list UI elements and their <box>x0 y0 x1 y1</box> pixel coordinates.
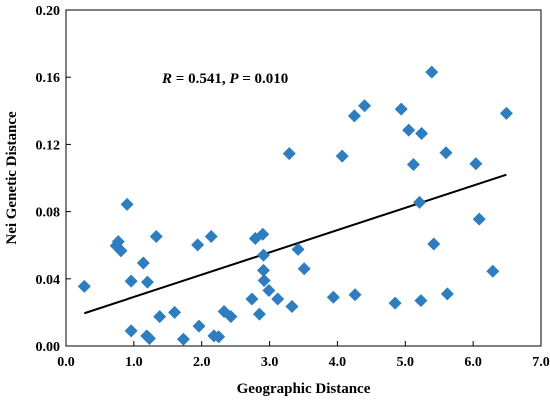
x-axis: 0.0 1.0 2.0 3.0 4.0 5.0 6.0 7.0 <box>57 341 550 370</box>
annotation-text: R = 0.541, P = 0.010 <box>161 71 288 87</box>
annotation-p-value: = 0.010 <box>239 71 289 87</box>
x-axis-title: Geographic Distance <box>237 381 371 397</box>
data-point <box>257 273 271 287</box>
data-points <box>77 65 513 346</box>
data-point <box>256 248 270 262</box>
x-tick-label: 3.0 <box>261 355 279 370</box>
data-point <box>425 65 439 79</box>
trendline <box>84 173 507 315</box>
data-point <box>149 229 163 243</box>
annotation-p-symbol: P <box>229 71 239 87</box>
y-tick-label: 0.20 <box>36 4 61 19</box>
x-tick-label: 6.0 <box>464 355 482 370</box>
data-point <box>297 262 311 276</box>
data-point <box>347 109 361 123</box>
data-point <box>439 146 453 160</box>
data-point <box>245 292 259 306</box>
annotation-r-value: = 0.541, <box>172 71 229 87</box>
y-tick-label: 0.12 <box>36 138 61 153</box>
data-point <box>326 290 340 304</box>
data-point <box>136 256 150 270</box>
data-point <box>153 310 167 324</box>
data-point <box>191 238 205 252</box>
data-point <box>192 319 206 333</box>
data-point <box>224 310 238 324</box>
data-point <box>413 195 427 209</box>
x-tick-label: 1.0 <box>125 355 143 370</box>
y-tick-label: 0.16 <box>36 71 61 86</box>
plot-frame <box>65 9 542 347</box>
data-point <box>402 123 416 137</box>
data-point <box>282 147 296 161</box>
data-point <box>142 331 156 345</box>
data-point <box>256 227 270 241</box>
data-point <box>256 263 270 277</box>
trendline-layer <box>84 173 507 315</box>
data-point <box>469 157 483 171</box>
y-tick-label: 0.04 <box>36 273 61 288</box>
y-axis: 0.00 0.04 0.08 0.12 0.16 0.20 <box>36 4 71 355</box>
data-point <box>212 330 226 344</box>
y-tick-label: 0.08 <box>36 206 61 221</box>
x-tick-label: 4.0 <box>329 355 347 370</box>
data-point <box>291 242 305 256</box>
data-point <box>204 229 218 243</box>
data-point <box>262 284 276 298</box>
data-point <box>414 294 428 308</box>
x-tick-label: 7.0 <box>532 355 550 370</box>
data-point <box>388 296 402 310</box>
data-point <box>499 106 513 120</box>
x-tick-label: 5.0 <box>397 355 415 370</box>
x-tick-label: 0.0 <box>57 355 75 370</box>
data-point <box>176 332 190 346</box>
data-point <box>140 275 154 289</box>
data-point <box>394 102 408 116</box>
data-point <box>77 279 91 293</box>
data-point <box>252 307 266 321</box>
data-point <box>406 158 420 172</box>
data-point <box>472 212 486 226</box>
data-point <box>427 237 441 251</box>
annotation-r-symbol: R <box>161 71 172 87</box>
data-point <box>358 99 372 113</box>
data-point <box>120 197 134 211</box>
data-point <box>440 287 454 301</box>
data-point <box>114 244 128 258</box>
data-point <box>348 288 362 302</box>
data-point <box>248 231 262 245</box>
data-point <box>271 292 285 306</box>
y-axis-title: Nei Genetic Distance <box>4 111 20 245</box>
x-tick-label: 2.0 <box>193 355 211 370</box>
data-point <box>415 126 429 140</box>
data-point <box>486 264 500 278</box>
data-point <box>168 305 182 319</box>
data-point <box>285 300 299 314</box>
data-point <box>124 274 138 288</box>
y-tick-label: 0.00 <box>36 340 61 355</box>
data-point <box>335 149 349 163</box>
data-point <box>124 324 138 338</box>
